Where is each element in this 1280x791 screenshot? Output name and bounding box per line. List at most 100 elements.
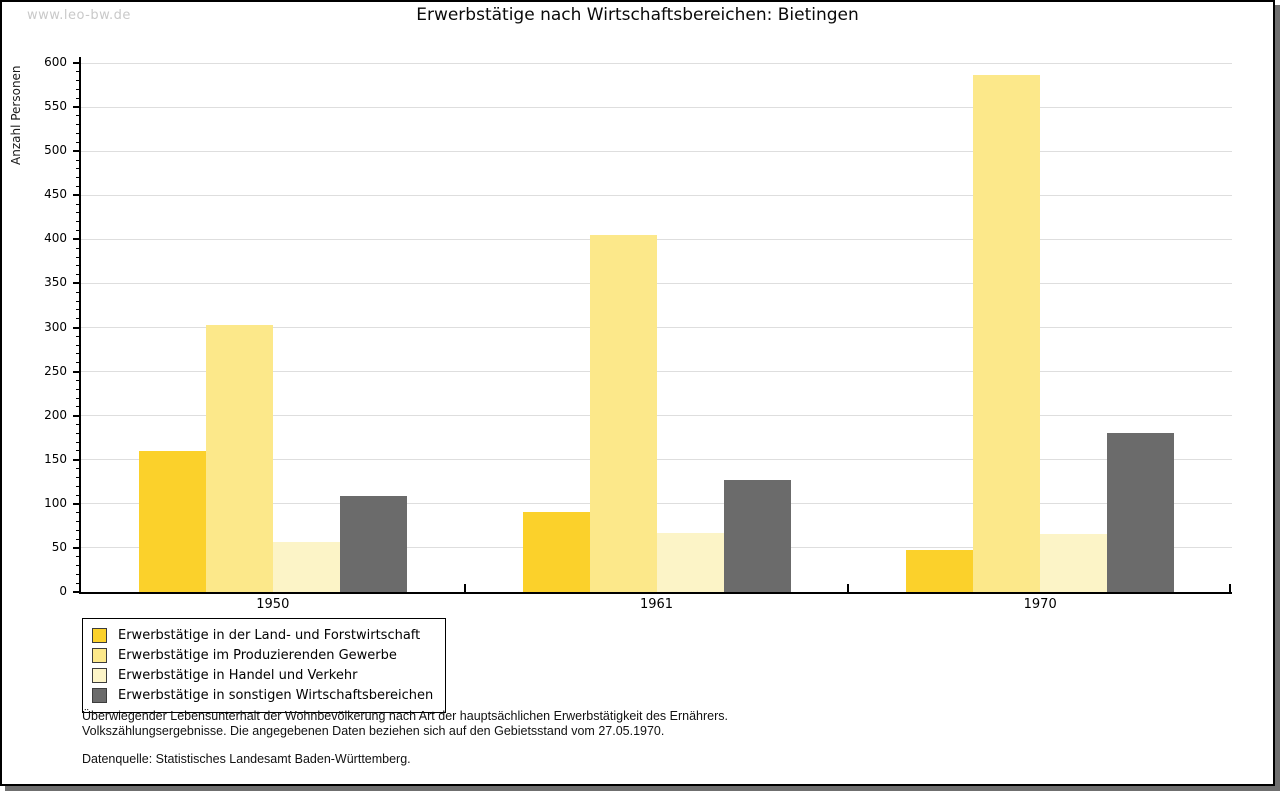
y-minor-tick	[76, 344, 80, 346]
gridline	[81, 106, 1232, 108]
gridline	[81, 415, 1232, 417]
y-major-tick	[73, 326, 79, 329]
y-minor-tick	[76, 529, 80, 531]
bar-1961-series-1	[522, 511, 590, 592]
y-major-tick	[73, 458, 79, 461]
y-minor-tick	[76, 247, 80, 249]
y-minor-tick	[76, 159, 80, 161]
y-minor-tick	[76, 318, 80, 320]
x-boundary-tick	[847, 584, 850, 592]
gridline	[81, 503, 1232, 505]
y-minor-tick	[76, 185, 80, 187]
y-minor-tick	[76, 406, 80, 408]
legend-swatch-icon	[92, 687, 107, 703]
y-minor-tick	[76, 300, 80, 302]
y-major-tick	[73, 591, 79, 593]
y-minor-tick	[76, 388, 80, 390]
chart-title: Erwerbstätige nach Wirtschaftsbereichen:…	[416, 5, 859, 25]
y-minor-tick	[76, 88, 80, 90]
y-major-tick	[73, 546, 79, 549]
bar-1970-series-3	[1040, 533, 1108, 592]
y-major-tick	[73, 194, 79, 197]
y-minor-tick	[76, 450, 80, 452]
y-minor-tick	[76, 485, 80, 487]
x-tick-label: 1961	[639, 597, 674, 612]
y-tick-label: 400	[44, 231, 67, 246]
legend-item: Erwerbstätige in Handel und Verkehr	[92, 665, 433, 685]
gridline	[81, 282, 1232, 284]
y-minor-tick	[76, 124, 80, 126]
y-minor-tick	[76, 353, 80, 355]
y-minor-tick	[76, 565, 80, 567]
y-minor-tick	[76, 97, 80, 99]
y-tick-label: 600	[44, 55, 67, 69]
y-minor-tick	[76, 582, 80, 584]
bar-1950-series-1	[138, 450, 206, 592]
y-minor-tick	[76, 71, 80, 73]
y-minor-tick	[76, 335, 80, 337]
gridline	[81, 194, 1232, 196]
y-minor-tick	[76, 133, 80, 134]
y-tick-label: 50	[51, 539, 67, 554]
y-tick-label: 0	[59, 584, 67, 598]
y-minor-tick	[76, 362, 80, 364]
bar-1961-series-2	[589, 234, 657, 592]
legend: Erwerbstätige in der Land- und Forstwirt…	[82, 618, 447, 713]
x-boundary-tick	[463, 584, 466, 592]
legend-label: Erwerbstätige in Handel und Verkehr	[118, 667, 358, 683]
y-tick-label: 150	[44, 451, 67, 466]
bar-1950-series-4	[339, 495, 407, 592]
y-minor-tick	[76, 476, 80, 478]
bar-1970-series-1	[906, 549, 974, 592]
y-minor-tick	[76, 230, 80, 231]
bar-1961-series-4	[723, 480, 791, 592]
x-boundary-tick	[1229, 584, 1231, 592]
gridline	[81, 62, 1232, 64]
y-minor-tick	[76, 521, 80, 522]
y-minor-tick	[76, 256, 80, 258]
y-minor-tick	[76, 141, 80, 143]
y-tick-label: 350	[44, 275, 67, 290]
y-tick-label: 550	[44, 99, 67, 114]
y-major-tick	[73, 414, 79, 417]
watermark: www.leo-bw.de	[27, 8, 131, 23]
y-minor-tick	[76, 494, 80, 496]
footnote-line-1: Überwiegender Lebensunterhalt der Wohnbe…	[82, 709, 728, 723]
x-tick-label: 1970	[1023, 597, 1057, 612]
y-minor-tick	[76, 291, 80, 293]
y-minor-tick	[76, 379, 80, 381]
gridline	[81, 459, 1232, 461]
y-minor-tick	[76, 80, 80, 82]
y-minor-tick	[76, 556, 80, 558]
y-minor-tick	[76, 538, 80, 540]
legend-item: Erwerbstätige im Produzierenden Gewerbe	[92, 645, 433, 665]
footnotes: Überwiegender Lebensunterhalt der Wohnbe…	[82, 709, 728, 767]
footnote-line-2: Volkszählungsergebnisse. Die angegebenen…	[82, 723, 665, 738]
y-tick-label: 100	[44, 495, 67, 510]
y-tick-label: 250	[44, 363, 67, 378]
bar-1970-series-4	[1107, 433, 1175, 592]
y-minor-tick	[76, 265, 80, 267]
gridline	[81, 238, 1232, 240]
y-tick-label: 300	[44, 319, 67, 334]
datasource-line: Datenquelle: Statistisches Landesamt Bad…	[82, 752, 411, 766]
bar-1950-series-3	[272, 541, 340, 592]
y-tick-label: 200	[44, 407, 67, 422]
legend-swatch-icon	[92, 667, 107, 683]
legend-label: Erwerbstätige in sonstigen Wirtschaftsbe…	[118, 687, 434, 703]
legend-item: Erwerbstätige in der Land- und Forstwirt…	[92, 625, 433, 645]
bar-1970-series-2	[973, 74, 1041, 592]
legend-item: Erwerbstätige in sonstigen Wirtschaftsbe…	[92, 685, 433, 705]
y-minor-tick	[76, 309, 80, 311]
x-tick-label: 1950	[256, 597, 290, 612]
bar-1950-series-2	[205, 324, 273, 592]
y-minor-tick	[76, 115, 80, 117]
y-minor-tick	[76, 424, 80, 425]
bar-1961-series-3	[656, 532, 724, 592]
legend-swatch-icon	[92, 647, 107, 663]
y-major-tick	[73, 62, 79, 64]
y-major-tick	[73, 282, 79, 285]
y-minor-tick	[76, 168, 80, 170]
y-minor-tick	[76, 397, 80, 399]
